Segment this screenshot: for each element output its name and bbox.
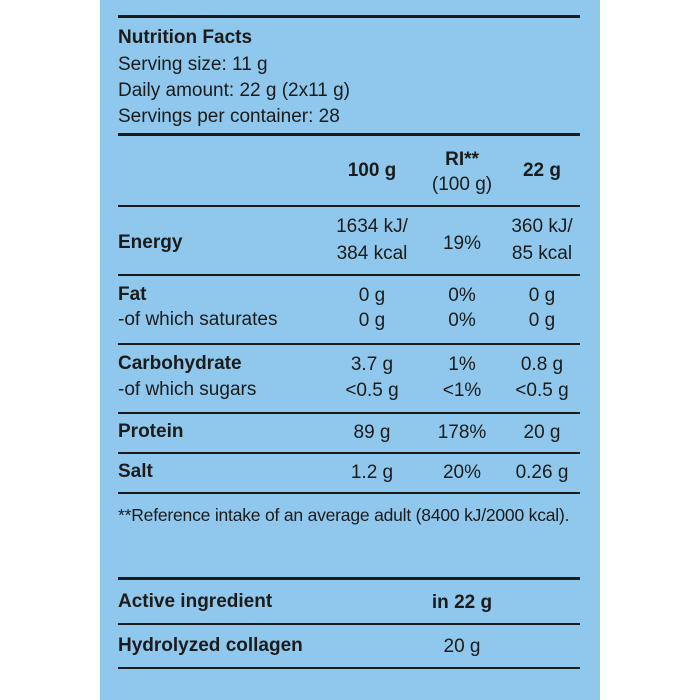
row-carbohydrate-22g: 0.8 g — [520, 354, 564, 375]
row-fat-100g: 0 g — [358, 285, 386, 306]
active-bottom-rule — [118, 667, 580, 669]
active-top-rule — [118, 577, 580, 580]
daily-amount: Daily amount: 22 g (2x11 g) — [118, 80, 350, 101]
row-energy-100g-kcal: 384 kcal — [336, 243, 408, 264]
row-salt-ri: 20% — [442, 462, 482, 483]
row-protein-ri: 178% — [437, 422, 487, 443]
serving-size: Serving size: 11 g — [118, 54, 268, 75]
col-header-ri-sub: (100 g) — [431, 174, 493, 195]
row-carbohydrate-100g: 3.7 g — [350, 354, 394, 375]
row-fat-label: Fat — [118, 284, 147, 305]
fat-rule — [118, 343, 580, 345]
col-header-rule — [118, 205, 580, 207]
row-energy-22g-kcal: 85 kcal — [511, 243, 573, 264]
row-energy-100g-kj: 1634 kJ/ — [336, 216, 408, 237]
row-protein-100g: 89 g — [353, 422, 391, 443]
top-rule — [118, 15, 580, 18]
row-carbohydrate-ri: 1% — [448, 354, 476, 375]
row-sugars-ri: <1% — [442, 380, 482, 401]
row-saturates-22g: 0 g — [528, 310, 556, 331]
col-header-ri: RI** — [445, 149, 479, 170]
col-header-22g: 22 g — [522, 160, 562, 181]
active-header-rule — [118, 623, 580, 625]
row-carbohydrate-label: Carbohydrate — [118, 353, 242, 374]
salt-rule — [118, 492, 580, 494]
servings-per-container: Servings per container: 28 — [118, 106, 340, 127]
row-energy-22g-kj: 360 kJ/ — [511, 216, 573, 237]
header-rule — [118, 133, 580, 136]
row-sugars-22g: <0.5 g — [515, 380, 569, 401]
row-energy-label: Energy — [118, 232, 183, 253]
label-title: Nutrition Facts — [118, 27, 253, 48]
row-saturates-ri: 0% — [448, 310, 476, 331]
row-saturates-label: -of which saturates — [118, 309, 278, 330]
row-salt-100g: 1.2 g — [350, 462, 394, 483]
row-sugars-label: -of which sugars — [118, 379, 257, 400]
active-header-amount: in 22 g — [431, 592, 493, 613]
row-salt-22g: 0.26 g — [515, 462, 569, 483]
row-fat-ri: 0% — [448, 285, 476, 306]
row-protein-22g: 20 g — [523, 422, 561, 443]
row-sugars-100g: <0.5 g — [345, 380, 399, 401]
active-ingredient-name: Hydrolyzed collagen — [118, 635, 303, 656]
row-protein-label: Protein — [118, 421, 184, 442]
col-header-100g: 100 g — [347, 160, 397, 181]
row-fat-22g: 0 g — [528, 285, 556, 306]
active-header-label: Active ingredient — [118, 591, 273, 612]
row-saturates-100g: 0 g — [358, 310, 386, 331]
footnote: **Reference intake of an average adult (… — [118, 505, 570, 525]
row-salt-label: Salt — [118, 461, 153, 482]
carbohydrate-rule — [118, 412, 580, 414]
row-energy-ri: 19% — [442, 233, 482, 254]
protein-rule — [118, 452, 580, 454]
energy-rule — [118, 274, 580, 276]
nutrition-panel — [100, 0, 600, 700]
active-ingredient-amount: 20 g — [443, 636, 481, 657]
